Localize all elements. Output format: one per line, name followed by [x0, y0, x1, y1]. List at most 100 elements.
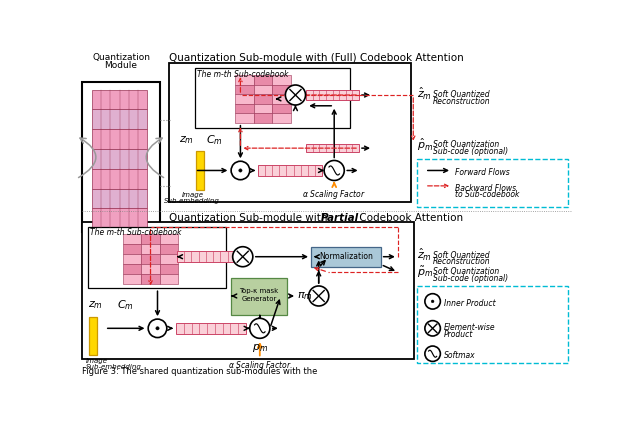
Bar	[196, 151, 204, 190]
Text: Quantization Sub-module with (Full) Codebook Attention: Quantization Sub-module with (Full) Code…	[169, 53, 464, 63]
Bar	[92, 89, 147, 109]
Bar	[123, 265, 141, 274]
Circle shape	[156, 327, 159, 330]
Text: $p_m$: $p_m$	[252, 342, 268, 354]
Text: Inner Product: Inner Product	[444, 299, 496, 308]
Text: Element-wise: Element-wise	[444, 323, 496, 332]
Bar	[169, 63, 411, 202]
Text: $\alpha$ Scaling Factor: $\alpha$ Scaling Factor	[228, 359, 292, 372]
Bar	[272, 75, 291, 84]
Bar	[92, 149, 147, 169]
Bar	[195, 68, 349, 128]
Bar	[259, 165, 322, 176]
Text: $\hat{p}_m$: $\hat{p}_m$	[417, 137, 433, 153]
Bar	[272, 104, 291, 113]
Text: Soft Quantization: Soft Quantization	[433, 268, 499, 276]
Bar	[92, 189, 147, 208]
Text: Top-κ mask: Top-κ mask	[239, 288, 278, 294]
Bar	[83, 82, 160, 232]
Bar	[83, 222, 414, 359]
Bar	[141, 265, 160, 274]
Bar	[141, 234, 160, 245]
Bar	[177, 251, 235, 262]
Bar	[92, 208, 147, 228]
Circle shape	[285, 85, 305, 105]
Circle shape	[308, 286, 329, 306]
Circle shape	[324, 161, 344, 181]
Bar	[160, 245, 179, 254]
Bar	[235, 113, 253, 123]
Bar	[235, 104, 253, 113]
Text: Forward Flows: Forward Flows	[455, 168, 510, 177]
Text: Sub-code (optional): Sub-code (optional)	[433, 274, 508, 283]
Bar	[253, 75, 272, 84]
Bar	[253, 104, 272, 113]
Bar	[235, 84, 253, 94]
Bar	[90, 317, 97, 355]
Bar	[123, 254, 141, 265]
Bar	[272, 94, 291, 104]
Text: $z_m$: $z_m$	[179, 134, 194, 146]
Bar	[92, 129, 147, 149]
Text: Quantization Sub-module with: Quantization Sub-module with	[169, 213, 331, 223]
Text: Partial: Partial	[321, 213, 359, 223]
Text: $C_m$: $C_m$	[117, 298, 134, 312]
Text: $\hat{z}_m$: $\hat{z}_m$	[417, 85, 432, 101]
Text: $\alpha$ Scaling Factor: $\alpha$ Scaling Factor	[302, 188, 366, 201]
Bar	[417, 159, 568, 207]
Bar	[141, 274, 160, 285]
Bar	[253, 84, 272, 94]
Text: $z_m$: $z_m$	[88, 299, 102, 311]
Bar	[417, 286, 568, 363]
Text: Generator: Generator	[241, 296, 276, 302]
Text: Sub-code (optional): Sub-code (optional)	[433, 147, 508, 156]
Circle shape	[425, 346, 440, 361]
Text: Reconstruction: Reconstruction	[433, 257, 490, 267]
Text: Backward Flows: Backward Flows	[455, 184, 516, 193]
Bar	[88, 227, 226, 288]
Text: Product: Product	[444, 330, 474, 339]
Bar	[123, 245, 141, 254]
Bar	[311, 247, 381, 268]
Bar	[92, 109, 147, 129]
Bar	[92, 169, 147, 189]
Bar	[123, 274, 141, 285]
Bar	[160, 254, 179, 265]
Text: $\tilde{p}_m$: $\tilde{p}_m$	[417, 265, 433, 280]
Circle shape	[231, 161, 250, 180]
Bar	[272, 113, 291, 123]
Text: Soft Quantized: Soft Quantized	[433, 89, 489, 99]
Bar	[235, 94, 253, 104]
Circle shape	[233, 247, 253, 267]
Text: The m-th Sub-codebook: The m-th Sub-codebook	[90, 228, 182, 237]
Bar	[141, 254, 160, 265]
Bar	[253, 113, 272, 123]
Text: Soft Quantization: Soft Quantization	[433, 141, 499, 150]
Bar	[160, 265, 179, 274]
Bar	[123, 234, 141, 245]
Text: Soft Quantized: Soft Quantized	[433, 250, 489, 259]
Bar	[307, 89, 359, 101]
Circle shape	[425, 321, 440, 336]
Text: Codebook Attention: Codebook Attention	[356, 213, 463, 223]
Circle shape	[148, 319, 167, 337]
Circle shape	[425, 294, 440, 309]
Text: Sub-embedding: Sub-embedding	[164, 198, 220, 204]
Bar	[272, 84, 291, 94]
Bar	[160, 234, 179, 245]
Circle shape	[431, 300, 434, 303]
Bar	[176, 323, 246, 334]
Bar	[231, 278, 287, 315]
Circle shape	[239, 169, 242, 172]
Text: $\pi_m$: $\pi_m$	[297, 290, 313, 302]
Text: Figure 3: The shared quantization sub-modules with the: Figure 3: The shared quantization sub-mo…	[83, 367, 317, 376]
Text: Sub-embedding: Sub-embedding	[86, 364, 142, 370]
Bar	[235, 75, 253, 84]
Text: The m-th Sub-codebook: The m-th Sub-codebook	[197, 69, 289, 79]
Text: Softmax: Softmax	[444, 351, 476, 360]
Text: to Sub-codebook: to Sub-codebook	[455, 190, 520, 199]
Bar	[141, 245, 160, 254]
Bar	[160, 274, 179, 285]
Text: $C_m$: $C_m$	[205, 133, 222, 147]
Text: Reconstruction: Reconstruction	[433, 97, 490, 106]
